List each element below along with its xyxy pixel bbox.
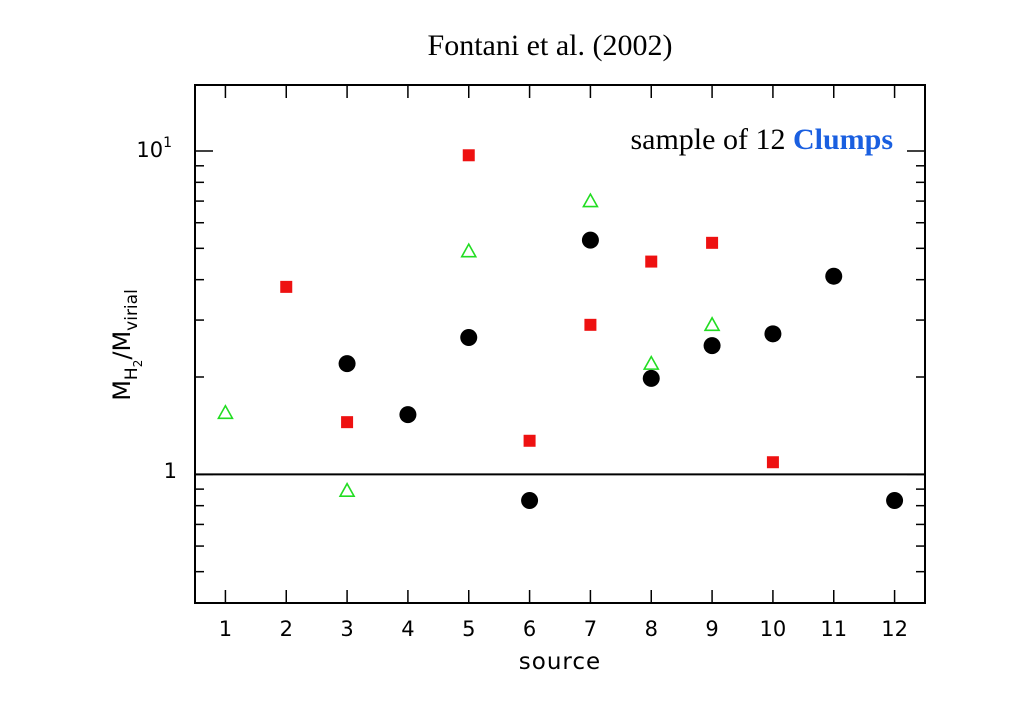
- y-label-sub1: H: [122, 367, 142, 380]
- y-axis-label: MH2/Mvirial: [108, 289, 145, 401]
- y-label-main: M: [108, 380, 136, 401]
- square-point: [766, 456, 779, 469]
- circle-point: [825, 267, 843, 285]
- triangle-point: [642, 354, 660, 370]
- x-tick-labels: 1 2 3 4 5 6 7 8 9 10 11 12: [219, 617, 908, 641]
- x-tick-label: 4: [401, 617, 414, 641]
- x-tick-label: 11: [820, 617, 847, 641]
- chart-title: Fontani et al. (2002): [428, 29, 673, 62]
- y-label-sub2: 2: [131, 360, 145, 368]
- data-points: [217, 149, 904, 509]
- x-tick-label: 12: [881, 617, 908, 641]
- y-tick-label-10: 101: [136, 135, 172, 162]
- circle-point: [764, 325, 782, 343]
- x-tick-label: 10: [760, 617, 787, 641]
- x-tick-label: 5: [462, 617, 475, 641]
- y-tick-ten-base: 10: [136, 138, 163, 162]
- x-tick-label: 6: [523, 617, 536, 641]
- circle-point: [338, 355, 356, 373]
- annotation-highlight: Clumps: [793, 123, 893, 156]
- square-point: [462, 149, 475, 162]
- x-axis-label: source: [519, 649, 601, 675]
- x-tick-label: 3: [340, 617, 353, 641]
- annotation-prefix: sample of 12: [630, 123, 792, 156]
- circle-point: [886, 491, 904, 509]
- axis-ticks: [195, 85, 925, 604]
- triangle-point: [582, 192, 599, 208]
- y-label-slash: /M: [108, 331, 136, 360]
- triangle-point: [217, 404, 234, 420]
- square-point: [645, 255, 658, 268]
- x-tick-label: 8: [645, 617, 658, 641]
- triangle-point: [703, 316, 721, 332]
- circle-point: [460, 328, 478, 346]
- circle-point: [642, 369, 660, 387]
- x-tick-label: 1: [219, 617, 232, 641]
- x-tick-label: 7: [584, 617, 597, 641]
- plot-frame: [194, 84, 926, 604]
- y-tick-label-1: 1: [164, 459, 177, 483]
- circle-point: [521, 491, 539, 509]
- triangle-point: [460, 242, 478, 258]
- circle-point: [703, 337, 721, 355]
- circle-point: [399, 406, 417, 424]
- y-label-sub3: virial: [122, 289, 142, 331]
- triangle-point: [338, 482, 356, 497]
- y-tick-ten-exp: 1: [163, 135, 172, 151]
- square-point: [523, 434, 536, 447]
- square-point: [341, 416, 354, 429]
- sample-annotation: sample of 12 Clumps: [630, 123, 893, 156]
- circle-point: [581, 231, 599, 249]
- square-point: [584, 318, 597, 331]
- x-tick-label: 9: [705, 617, 718, 641]
- square-point: [280, 280, 293, 293]
- square-point: [706, 236, 719, 249]
- x-tick-label: 2: [280, 617, 293, 641]
